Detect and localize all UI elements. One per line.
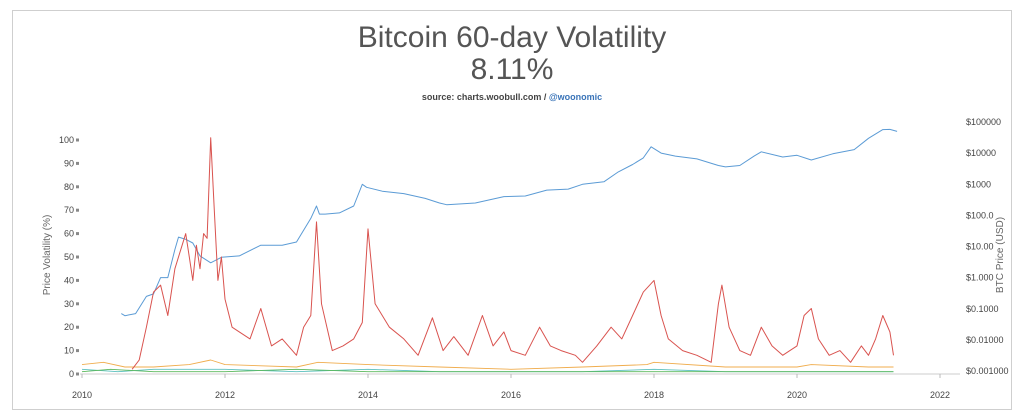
y-tick-marker <box>76 372 79 376</box>
y-tick-marker <box>76 232 79 236</box>
x-tick-label: 2014 <box>358 390 378 400</box>
series-line-2 <box>81 359 894 370</box>
y2-tick-label: $100000 <box>966 117 1001 127</box>
y2-tick-label: $0.01000 <box>966 335 1004 345</box>
y2-axis-ticks: $0.001000 $0.01000 $0.1000 $1.000 $10.00 $100… <box>966 117 1009 376</box>
chart-frame <box>12 10 1012 410</box>
y-tick-label: 10 <box>64 346 74 356</box>
x-tick-label: 2012 <box>215 390 235 400</box>
y-tick-marker <box>76 302 79 306</box>
x-tick-label: 2020 <box>787 390 807 400</box>
x-tick-label: 2018 <box>644 390 664 400</box>
series-line-4 <box>81 368 894 373</box>
y-tick-marker <box>76 255 79 259</box>
y-tick-marker <box>76 208 79 212</box>
y2-tick-label: $0.1000 <box>966 304 999 314</box>
chart-title: Bitcoin 60-day Volatility <box>357 21 667 54</box>
y2-axis-title: BTC Price (USD) <box>995 217 1006 293</box>
y-tick-label: 30 <box>64 299 74 309</box>
y2-tick-label: $0.001000 <box>966 366 1009 376</box>
y2-tick-label: $100.0 <box>966 210 994 220</box>
x-axis-ticks: 2010 2012 2014 2016 2018 2020 2022 <box>72 374 950 400</box>
current-volatility-value: 8.11% <box>470 53 554 86</box>
y2-tick-label: $1000 <box>966 179 991 189</box>
y-tick-marker <box>76 349 79 353</box>
x-tick-label: 2010 <box>72 390 92 400</box>
y-tick-marker <box>76 138 79 142</box>
source-handle-link[interactable]: @woonomic <box>548 92 603 102</box>
source-credit: source: charts.woobull.com / @woonomic <box>0 92 1024 102</box>
y-tick-label: 80 <box>64 182 74 192</box>
y-axis-ticks: 0 10 20 30 40 50 60 70 80 90 100 <box>59 135 79 379</box>
source-prefix: source: charts.woobull.com / <box>421 92 549 102</box>
y-tick-label: 40 <box>64 275 74 285</box>
y-tick-label: 100 <box>59 135 74 145</box>
y-tick-label: 60 <box>64 229 74 239</box>
y-tick-marker <box>76 325 79 329</box>
y-tick-label: 90 <box>64 158 74 168</box>
y-tick-marker <box>76 185 79 189</box>
y2-tick-label: $10.00 <box>966 242 994 252</box>
y-tick-marker <box>76 161 79 165</box>
series-line-0 <box>121 128 898 317</box>
series-line-1 <box>131 137 894 370</box>
y-tick-label: 20 <box>64 322 74 332</box>
series-lines <box>81 128 898 373</box>
y2-tick-label: $1.000 <box>966 273 994 283</box>
y-tick-label: 50 <box>64 252 74 262</box>
y-tick-label: 70 <box>64 205 74 215</box>
x-tick-label: 2016 <box>501 390 521 400</box>
y-tick-label: 0 <box>69 369 74 379</box>
y-axis-title: Price Volatility (%) <box>42 215 53 296</box>
y-tick-marker <box>76 278 79 282</box>
y2-tick-label: $10000 <box>966 148 996 158</box>
x-tick-label: 2022 <box>930 390 950 400</box>
